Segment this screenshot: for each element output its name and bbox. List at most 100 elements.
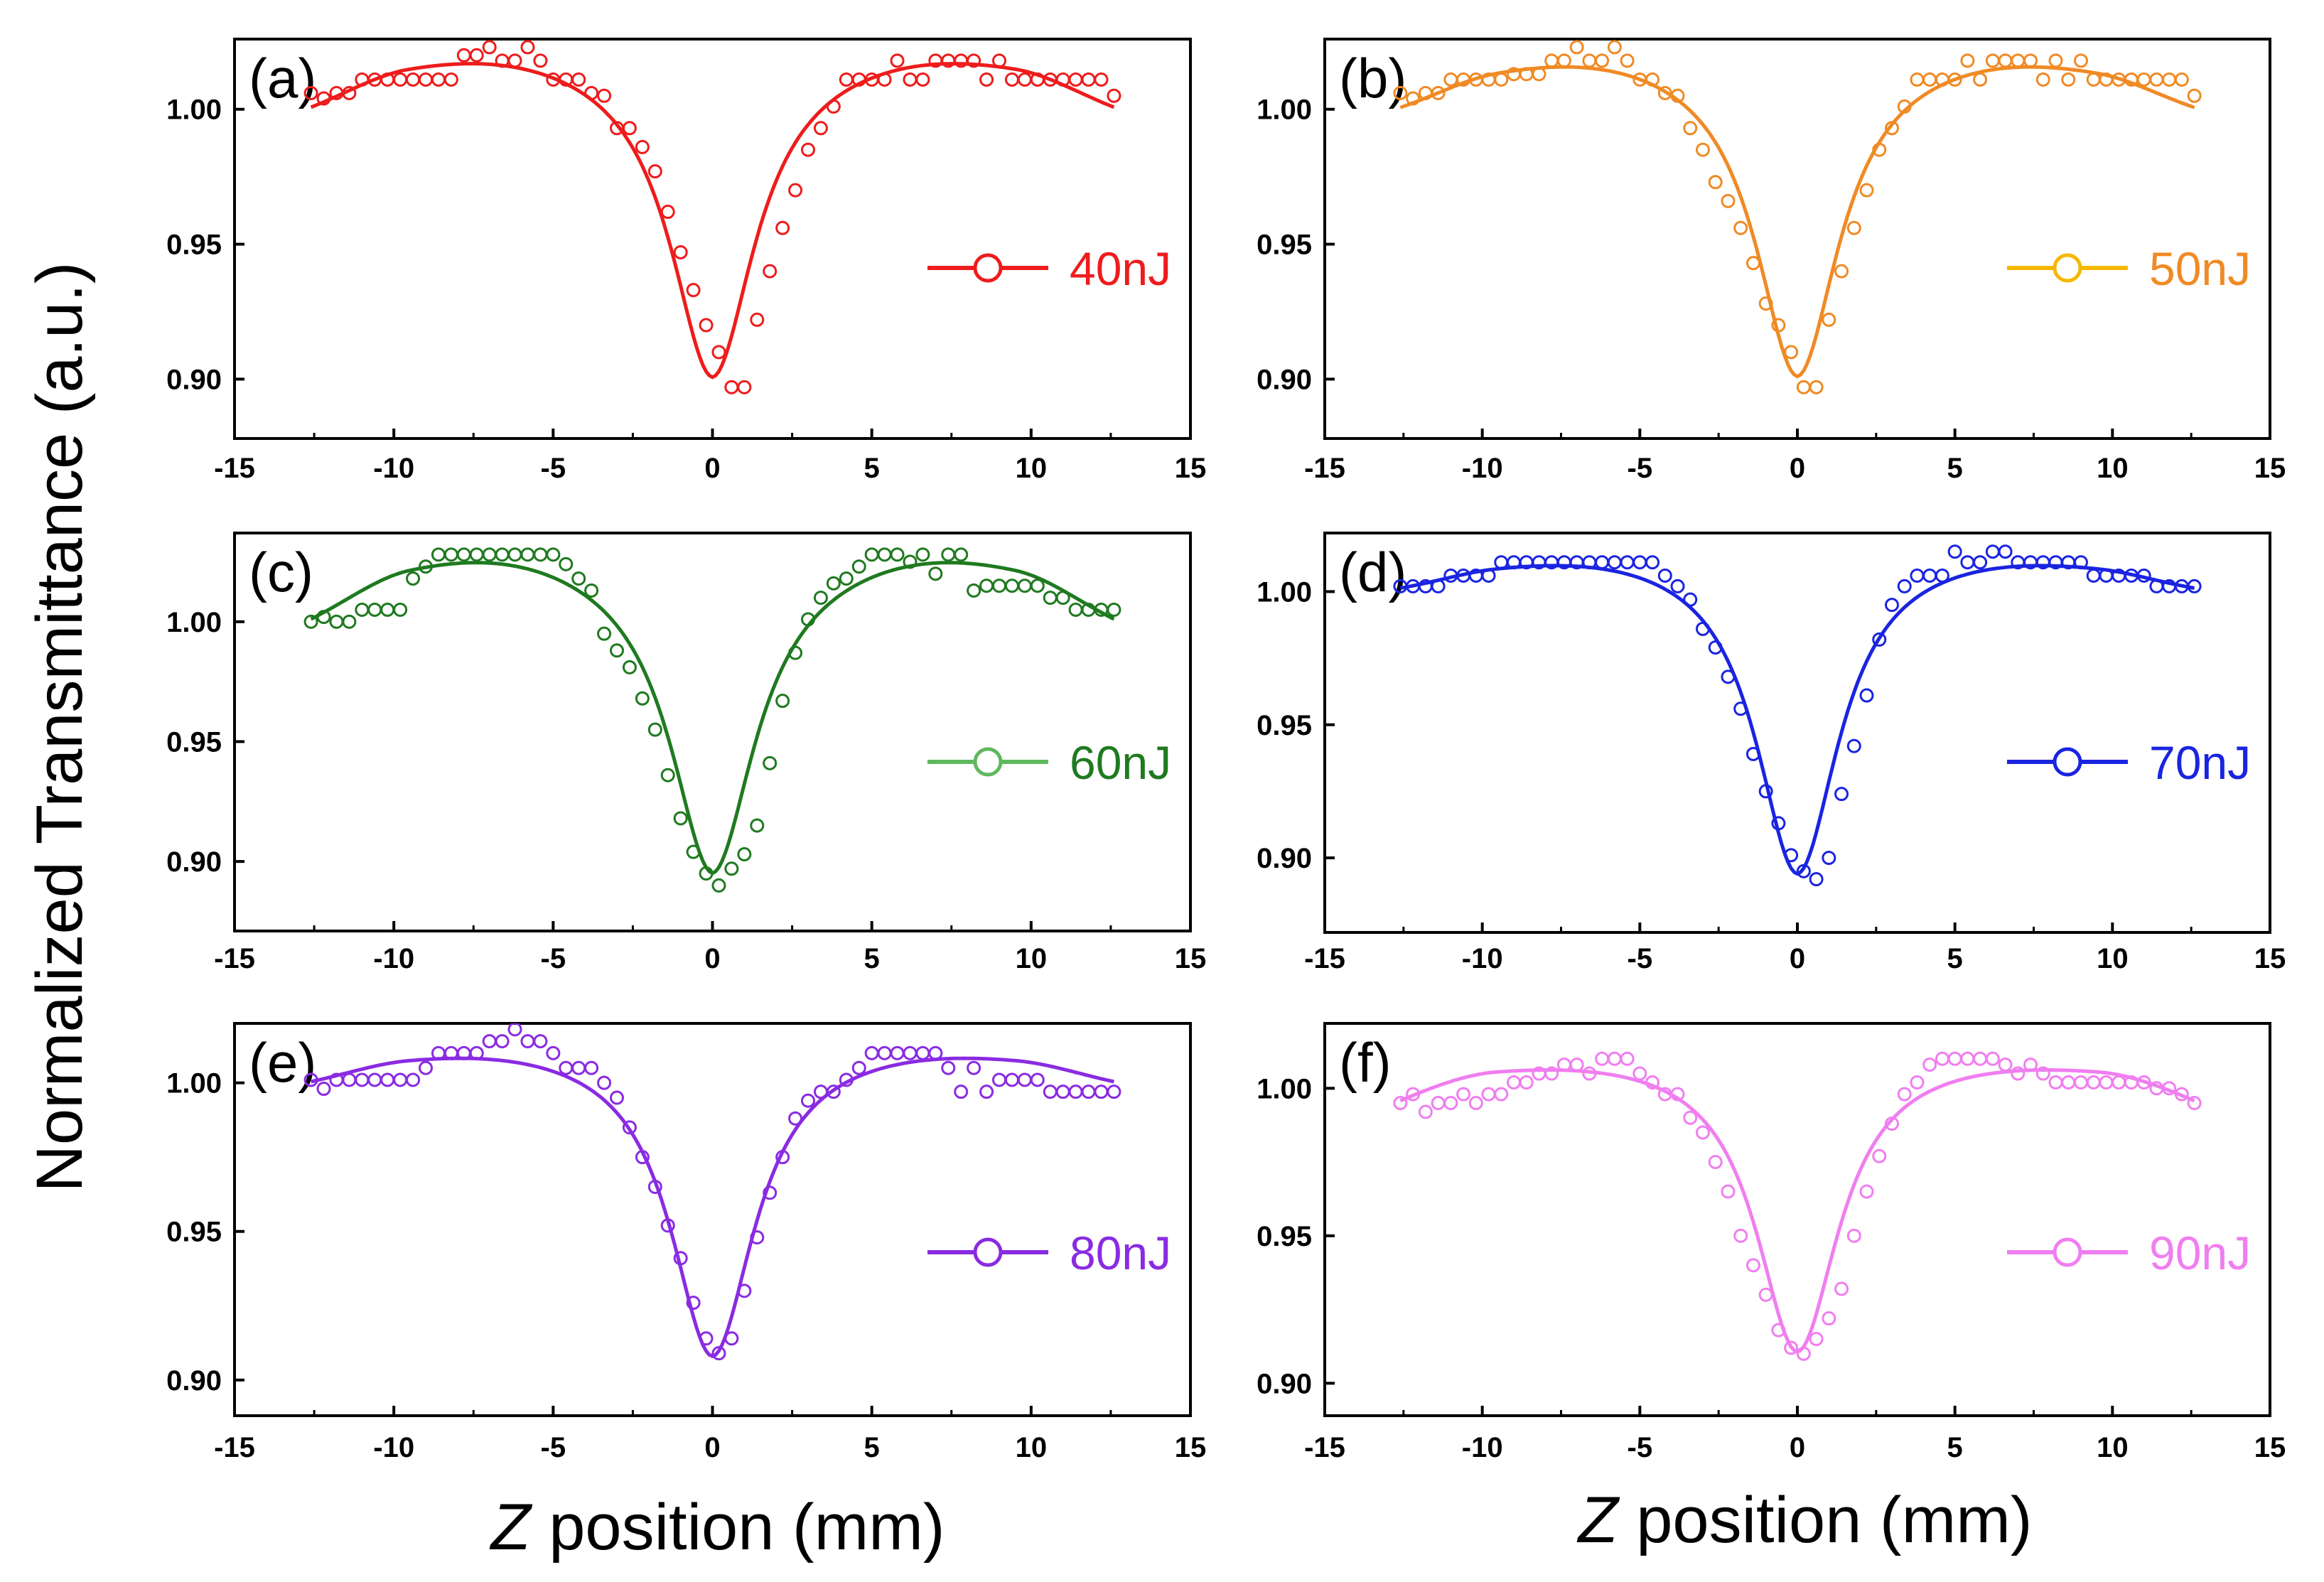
- data-point: [316, 610, 331, 625]
- data-point: [1017, 1072, 1032, 1087]
- data-point: [2149, 579, 2164, 593]
- data-point: [469, 547, 484, 562]
- data-point: [1456, 1087, 1471, 1102]
- data-point: [1947, 72, 1962, 87]
- data-point: [1645, 1075, 1660, 1090]
- data-point: [571, 1060, 586, 1075]
- y-tick-label: 1.00: [1257, 95, 1312, 126]
- panel-e: -15 -10 -5 0 5 10 150.900.951.00 (e)80nJ: [166, 1022, 1206, 1463]
- data-point: [419, 559, 433, 574]
- x-tick-label: 10: [2097, 1432, 2129, 1463]
- data-point: [443, 72, 458, 87]
- data-point: [495, 547, 510, 562]
- data-point: [1708, 640, 1723, 655]
- data-point: [1998, 53, 2013, 68]
- data-point: [443, 547, 458, 562]
- data-point: [1960, 1051, 1975, 1066]
- data-point: [1721, 193, 1736, 208]
- data-point: [1494, 1087, 1509, 1102]
- data-point: [406, 72, 421, 87]
- data-point: [1494, 555, 1509, 570]
- data-point: [1494, 72, 1509, 87]
- x-tick-label: -5: [541, 453, 566, 484]
- y-tick-label: 0.95: [1257, 1221, 1312, 1252]
- data-point: [1443, 72, 1458, 87]
- y-tick-label: 1.00: [166, 95, 222, 126]
- data-point: [750, 818, 765, 833]
- data-point: [393, 602, 408, 617]
- data-point: [1620, 1051, 1635, 1066]
- data-point: [2074, 1075, 2088, 1090]
- data-point: [1645, 555, 1660, 570]
- data-point: [1569, 40, 1584, 55]
- x-tick-label: -5: [1628, 453, 1653, 484]
- data-point: [303, 85, 318, 100]
- data-point: [342, 614, 357, 629]
- data-point: [1910, 72, 1925, 87]
- data-point: [979, 1085, 994, 1099]
- legend-marker: [2053, 1237, 2082, 1267]
- data-point: [915, 1045, 930, 1060]
- data-point: [1055, 591, 1070, 606]
- data-point: [495, 1034, 510, 1049]
- data-point: [813, 591, 828, 606]
- data-point: [1897, 99, 1912, 114]
- data-point: [2023, 53, 2038, 68]
- data-point: [1094, 1085, 1109, 1099]
- data-point: [903, 72, 918, 87]
- data-point: [864, 1045, 879, 1060]
- data-point: [431, 72, 446, 87]
- x-tick-label: 0: [704, 943, 720, 974]
- data-point: [1696, 142, 1710, 157]
- data-point: [647, 722, 662, 737]
- data-point: [1796, 1346, 1811, 1361]
- data-point: [1030, 579, 1045, 593]
- data-point: [1985, 544, 2000, 559]
- data-point: [2023, 1058, 2038, 1072]
- x-axis-title-left: Z position (mm): [490, 1491, 945, 1564]
- data-point: [303, 1072, 318, 1087]
- data-point: [1431, 579, 1446, 593]
- data-point: [686, 283, 701, 298]
- data-point: [1068, 1085, 1083, 1099]
- data-point: [342, 85, 357, 100]
- data-point: [1043, 591, 1058, 606]
- data-point: [877, 547, 892, 562]
- data-point: [1922, 72, 1937, 87]
- data-point: [1004, 72, 1019, 87]
- x-tick-label: -15: [1304, 1432, 1345, 1463]
- data-point: [864, 547, 879, 562]
- data-point: [1107, 602, 1121, 617]
- data-point: [482, 547, 497, 562]
- data-point: [1081, 1085, 1096, 1099]
- data-point: [622, 660, 637, 674]
- data-point: [673, 244, 688, 259]
- data-point: [622, 1120, 637, 1135]
- data-point: [1784, 345, 1799, 360]
- data-point: [584, 583, 599, 598]
- data-point: [1670, 88, 1685, 103]
- data-point: [699, 1331, 714, 1346]
- fit-line: [310, 561, 1115, 876]
- x-tick-label: -15: [214, 453, 255, 484]
- data-point: [903, 1045, 918, 1060]
- data-point: [533, 53, 548, 68]
- data-point: [1683, 592, 1698, 607]
- data-point: [1632, 1066, 1647, 1081]
- data-point: [1030, 1072, 1045, 1087]
- data-point: [1897, 1087, 1912, 1102]
- data-point: [967, 1060, 981, 1075]
- legend-label: 90nJ: [2149, 1227, 2251, 1279]
- data-point: [1017, 579, 1032, 593]
- data-point: [686, 844, 701, 859]
- x-tick-label: -5: [1628, 943, 1653, 974]
- data-point: [1745, 746, 1760, 761]
- y-axis-title: Normalized Transmittance (a.u.): [23, 262, 96, 1193]
- data-point: [1733, 701, 1748, 716]
- data-point: [1771, 1323, 1786, 1338]
- data-point: [1998, 1058, 2013, 1072]
- data-point: [1544, 1066, 1559, 1081]
- data-point: [1910, 1075, 1925, 1090]
- data-point: [1745, 256, 1760, 271]
- data-point: [1683, 121, 1698, 136]
